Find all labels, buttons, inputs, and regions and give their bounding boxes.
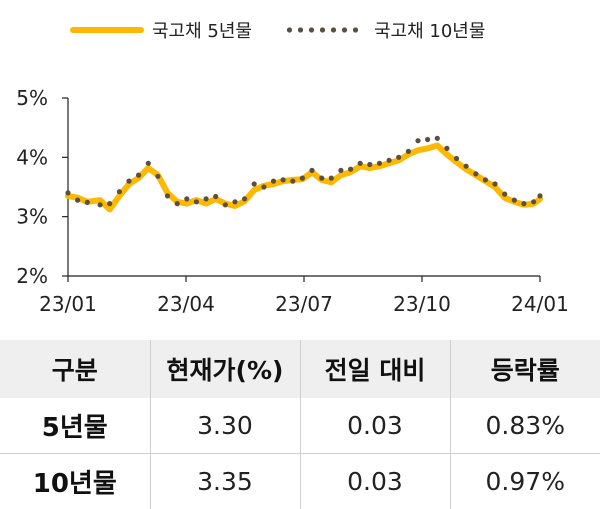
series-point-10y	[435, 136, 440, 141]
header-change: 전일 대비	[300, 340, 450, 398]
x-tick-label: 23/01	[39, 292, 97, 316]
series-point-10y	[300, 176, 305, 181]
series-point-10y	[194, 199, 199, 204]
x-tick-label: 23/04	[157, 292, 215, 316]
series-point-10y	[204, 196, 209, 201]
row-price: 3.35	[150, 454, 300, 509]
series-point-10y	[213, 194, 218, 199]
y-tick-label: 2%	[16, 264, 48, 288]
series-point-10y	[464, 164, 469, 169]
series-point-10y	[492, 181, 497, 186]
series-point-10y	[242, 196, 247, 201]
series-point-10y	[358, 161, 363, 166]
series-point-10y	[271, 179, 276, 184]
series-point-10y	[290, 179, 295, 184]
series-point-10y	[75, 198, 80, 203]
series-point-10y	[377, 161, 382, 166]
series-point-10y	[537, 193, 542, 198]
table-row: 10년물 3.35 0.03 0.97%	[0, 454, 600, 509]
series-point-10y	[98, 202, 103, 207]
series-point-10y	[329, 176, 334, 181]
series-point-10y	[521, 201, 526, 206]
series-point-10y	[281, 177, 286, 182]
y-tick-label: 4%	[16, 145, 48, 169]
series-point-10y	[65, 190, 70, 195]
series-point-10y	[319, 176, 324, 181]
header-rate: 등락률	[450, 340, 600, 398]
row-name: 10년물	[0, 454, 150, 509]
series-point-10y	[252, 181, 257, 186]
series-point-10y	[261, 184, 266, 189]
series-point-10y	[223, 202, 228, 207]
series-point-10y	[309, 168, 314, 173]
row-rate: 0.83%	[450, 398, 600, 454]
series-point-10y	[136, 173, 141, 178]
row-price: 3.30	[150, 398, 300, 454]
header-price: 현재가(%)	[150, 340, 300, 398]
series-point-10y	[338, 168, 343, 173]
series-point-10y	[155, 174, 160, 179]
x-tick-label: 23/07	[275, 292, 333, 316]
series-point-10y	[85, 200, 90, 205]
table-header-row: 구분 현재가(%) 전일 대비 등락률	[0, 340, 600, 398]
series-point-10y	[367, 162, 372, 167]
series-point-10y	[146, 161, 151, 166]
yield-line-chart: 5% 4% 3% 2% 23/01 23/04 23/07 23/10 24/01	[0, 0, 600, 330]
series-point-10y	[473, 171, 478, 176]
series-point-10y	[387, 158, 392, 163]
x-tick-label: 24/01	[511, 292, 569, 316]
series-point-10y	[406, 149, 411, 154]
series-point-10y	[117, 189, 122, 194]
series-point-10y	[126, 179, 131, 184]
series-point-10y	[483, 177, 488, 182]
series-point-10y	[502, 192, 507, 197]
series-point-10y	[184, 196, 189, 201]
quote-table: 구분 현재가(%) 전일 대비 등락률 5년물 3.30 0.03 0.83% …	[0, 340, 600, 509]
row-change: 0.03	[300, 454, 450, 509]
series-point-10y	[444, 146, 449, 151]
table-row: 5년물 3.30 0.03 0.83%	[0, 398, 600, 454]
series-point-10y	[165, 193, 170, 198]
series-point-10y	[531, 199, 536, 204]
series-point-10y	[425, 137, 430, 142]
series-point-10y	[454, 156, 459, 161]
series-point-10y	[175, 201, 180, 206]
series-point-10y	[107, 201, 112, 206]
y-tick-label: 5%	[16, 86, 48, 110]
series-point-10y	[232, 199, 237, 204]
row-name: 5년물	[0, 398, 150, 454]
x-tick-label: 23/10	[393, 292, 451, 316]
row-change: 0.03	[300, 398, 450, 454]
header-category: 구분	[0, 340, 150, 398]
row-rate: 0.97%	[450, 454, 600, 509]
series-point-10y	[348, 167, 353, 172]
series-point-10y	[512, 198, 517, 203]
series-point-10y	[415, 138, 420, 143]
series-point-10y	[396, 155, 401, 160]
y-tick-label: 3%	[16, 205, 48, 229]
